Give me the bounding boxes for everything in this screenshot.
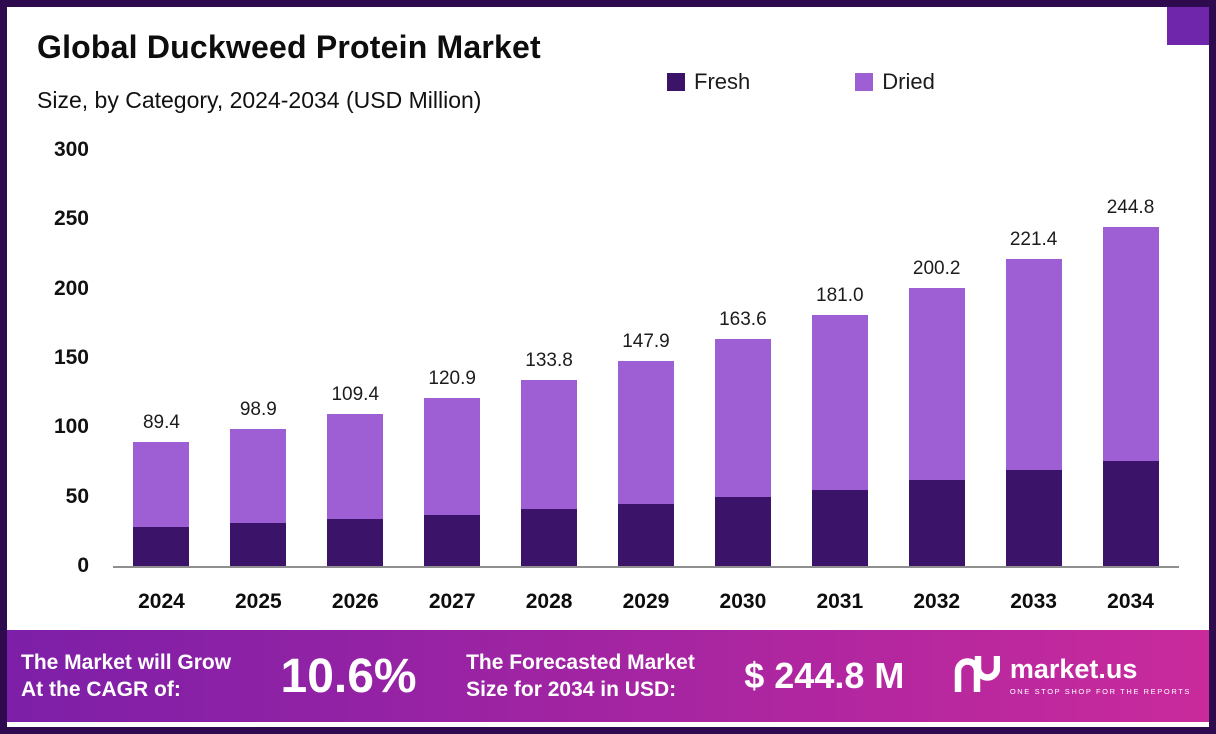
chart-plot-area: 0 50 100 150 200 250 300 89.4 2024 98.9 2025 109.4… <box>43 138 1179 613</box>
bar-segment-fresh <box>327 518 384 566</box>
bar-segment-fresh <box>424 514 481 566</box>
bar-column: 200.2 2032 <box>888 150 985 613</box>
forecast-label-line1: The Forecasted Market <box>466 650 695 674</box>
x-axis-label: 2032 <box>913 590 961 613</box>
y-tick-label: 250 <box>53 207 89 231</box>
y-tick-label: 300 <box>53 138 89 161</box>
bar-total-label: 89.4 <box>142 412 180 434</box>
bar-total-label: 244.8 <box>1106 196 1155 218</box>
bar-column: 147.9 2029 <box>598 150 695 613</box>
x-axis-label: 2027 <box>428 590 476 613</box>
bar-column: 221.4 2033 <box>985 150 1082 613</box>
x-axis-label: 2026 <box>331 590 379 613</box>
bar-segment-dried <box>424 398 481 515</box>
legend-label-dried: Dried <box>882 69 935 94</box>
forecast-label-line2: Size for 2034 in USD: <box>466 678 677 701</box>
chart-subtitle: Size, by Category, 2024-2034 (USD Millio… <box>37 87 482 113</box>
legend: Fresh Dried <box>667 69 935 95</box>
cagr-value: 10.6% <box>280 649 417 703</box>
y-tick-label: 0 <box>77 554 89 577</box>
bar-total-label: 200.2 <box>912 258 961 280</box>
brand-text: market.us ONE STOP SHOP FOR THE REPORTS <box>1009 654 1191 697</box>
bar-column: 244.8 2034 <box>1082 150 1179 613</box>
brand-name: market.us <box>1009 654 1138 684</box>
banner: The Market will Grow At the CAGR of: 10.… <box>7 630 1209 722</box>
legend-swatch-dried <box>855 73 874 91</box>
bars-area: 89.4 2024 98.9 2025 109.4 2026 120.9 2027 133.8 2… <box>113 150 1179 613</box>
forecast-label: The Forecasted Market Size for 2034 in U… <box>466 649 695 704</box>
y-tick-label: 100 <box>53 415 89 439</box>
bar-segment-dried <box>230 428 287 524</box>
bar-segment-fresh <box>230 523 287 566</box>
bar-segment-dried <box>1102 226 1159 461</box>
bar-segment-dried <box>521 380 578 510</box>
bar-column: 120.9 2027 <box>404 150 501 613</box>
bar-column: 133.8 2028 <box>501 150 598 613</box>
bar-segment-fresh <box>521 509 578 566</box>
x-axis-label: 2025 <box>235 590 282 613</box>
y-tick-label: 50 <box>65 484 89 508</box>
x-axis-label: 2031 <box>816 590 864 613</box>
x-axis-label: 2034 <box>1107 590 1154 613</box>
bar-segment-dried <box>617 360 674 504</box>
bar-total-label: 181.0 <box>816 285 864 307</box>
bar-total-label: 98.9 <box>239 398 277 420</box>
bar-column: 163.6 2030 <box>694 150 791 613</box>
legend-item-dried: Dried <box>855 69 935 95</box>
brand-tagline: ONE STOP SHOP FOR THE REPORTS <box>1009 687 1191 696</box>
x-axis-label: 2028 <box>525 590 573 613</box>
chart-title: Global Duckweed Protein Market <box>37 29 541 65</box>
cagr-label: The Market will Grow At the CAGR of: <box>21 649 231 704</box>
bar-total-label: 147.9 <box>622 330 670 352</box>
x-axis-label: 2029 <box>622 590 670 613</box>
bar-segment-fresh <box>1005 470 1062 566</box>
x-axis-label: 2030 <box>719 590 767 613</box>
corner-accent-decoration <box>1167 7 1209 45</box>
x-axis-label: 2024 <box>138 590 185 613</box>
bar-segment-dried <box>1005 259 1062 471</box>
bar-segment-dried <box>133 442 190 528</box>
bar-segment-fresh <box>811 489 868 566</box>
legend-item-fresh: Fresh <box>667 69 750 95</box>
y-axis: 0 50 100 150 200 250 300 <box>43 138 89 577</box>
forecast-value: $ 244.8 M <box>744 655 905 696</box>
brand-logo: market.us ONE STOP SHOP FOR THE REPORTS <box>954 653 1191 697</box>
cagr-label-line1: The Market will Grow <box>21 650 232 674</box>
x-axis-label: 2033 <box>1010 590 1057 613</box>
bar-column: 109.4 2026 <box>307 150 404 613</box>
market-us-logo-icon <box>954 653 1001 697</box>
bar-column: 89.4 2024 <box>113 150 210 613</box>
y-tick-label: 150 <box>53 346 89 369</box>
bar-segment-dried <box>327 414 384 519</box>
bar-column: 181.0 2031 <box>791 150 888 613</box>
bar-segment-fresh <box>908 480 965 566</box>
bar-segment-fresh <box>1102 460 1159 566</box>
bar-total-label: 133.8 <box>525 350 573 372</box>
bar-segment-fresh <box>133 527 190 566</box>
bar-total-label: 163.6 <box>719 309 767 331</box>
legend-label-fresh: Fresh <box>694 69 751 94</box>
bar-segment-fresh <box>617 503 674 566</box>
bar-total-label: 120.9 <box>428 368 476 390</box>
bar-segment-dried <box>714 339 771 497</box>
bar-segment-fresh <box>714 496 771 566</box>
legend-swatch-fresh <box>667 73 685 91</box>
bar-total-label: 221.4 <box>1009 229 1058 251</box>
bar-column: 98.9 2025 <box>210 150 307 613</box>
bar-total-label: 109.4 <box>331 384 380 406</box>
y-tick-label: 200 <box>53 276 89 300</box>
bar-segment-dried <box>811 315 868 490</box>
bar-segment-dried <box>908 288 965 481</box>
cagr-label-line2: At the CAGR of: <box>21 678 181 701</box>
